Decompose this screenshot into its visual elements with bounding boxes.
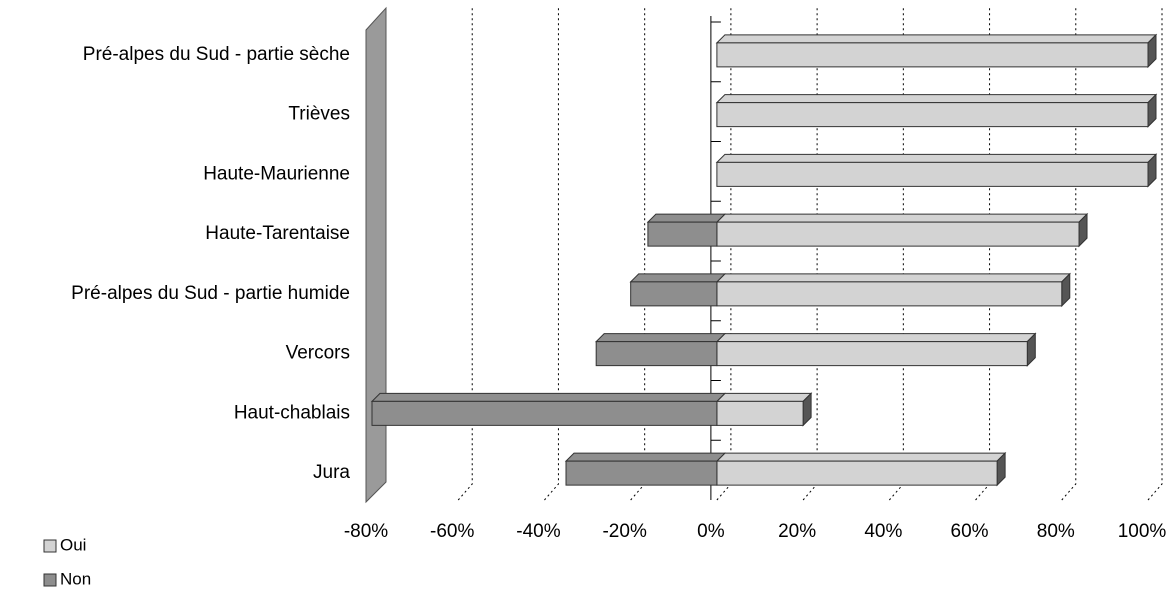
bar-top [715,333,1037,343]
bar [647,221,718,247]
y-tick-label: Jura [313,462,350,483]
x-tick-label: 0% [697,521,725,542]
bar-top [715,213,1089,223]
x-tick-label: 20% [778,521,816,542]
bar [630,281,718,307]
bar [565,460,718,486]
legend-swatch [43,539,57,553]
bar-top [715,34,1158,44]
grid-line [888,8,904,501]
bar [595,341,718,367]
x-tick-label: 100% [1118,521,1167,542]
legend-swatch [43,573,57,587]
bar-top [715,392,813,402]
bar-top [629,273,727,283]
grid-line [1147,8,1163,501]
bar-top [715,273,1071,283]
bar [716,460,998,486]
bar-top [715,153,1158,163]
bar [716,400,804,426]
y-tick-label: Trièves [288,104,350,125]
x-tick-label: -80% [344,521,388,542]
bar [716,341,1028,367]
bar-top [715,94,1158,104]
wall [365,6,387,504]
x-tick-label: 40% [864,521,902,542]
legend-label: Oui [60,535,86,554]
bar [716,161,1149,187]
x-tick-label: 60% [951,521,989,542]
bar [716,42,1149,68]
grid-line [975,8,991,501]
x-tick-label: -40% [516,521,560,542]
bar [716,102,1149,128]
bar-top [646,213,727,223]
bar [371,400,718,426]
legend-label: Non [60,569,91,588]
x-tick-label: -20% [602,521,646,542]
x-tick-label: -60% [430,521,474,542]
bar-top [715,452,1007,462]
bar-top [594,333,727,343]
grid-line [544,8,559,501]
bar [716,221,1080,247]
grid-line [457,8,473,501]
grid-line [802,8,818,501]
y-tick-label: Pré-alpes du Sud - partie humide [71,283,350,304]
y-tick-label: Pré-alpes du Sud - partie sèche [83,44,350,65]
grid-line [1061,8,1077,501]
y-tick-label: Haute-Maurienne [203,163,350,184]
bar-top [370,392,727,402]
y-tick-label: Vercors [286,343,350,364]
y-tick-label: Haute-Tarentaise [205,223,350,244]
y-tick-label: Haut-chablais [234,402,350,423]
grid-line [630,8,646,501]
x-tick-label: 80% [1037,521,1075,542]
bar [716,281,1063,307]
bar-top [564,452,727,462]
